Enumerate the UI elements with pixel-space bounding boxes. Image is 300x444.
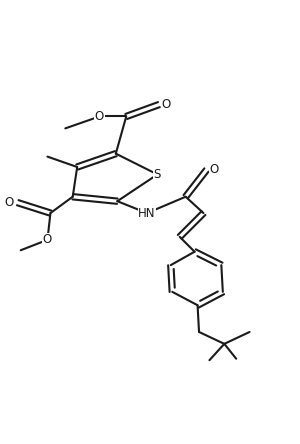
Text: S: S [154, 168, 161, 181]
Text: O: O [43, 234, 52, 246]
Text: O: O [95, 110, 104, 123]
Text: O: O [209, 163, 218, 176]
Text: HN: HN [138, 206, 156, 220]
Text: O: O [4, 196, 14, 209]
Text: O: O [162, 98, 171, 111]
